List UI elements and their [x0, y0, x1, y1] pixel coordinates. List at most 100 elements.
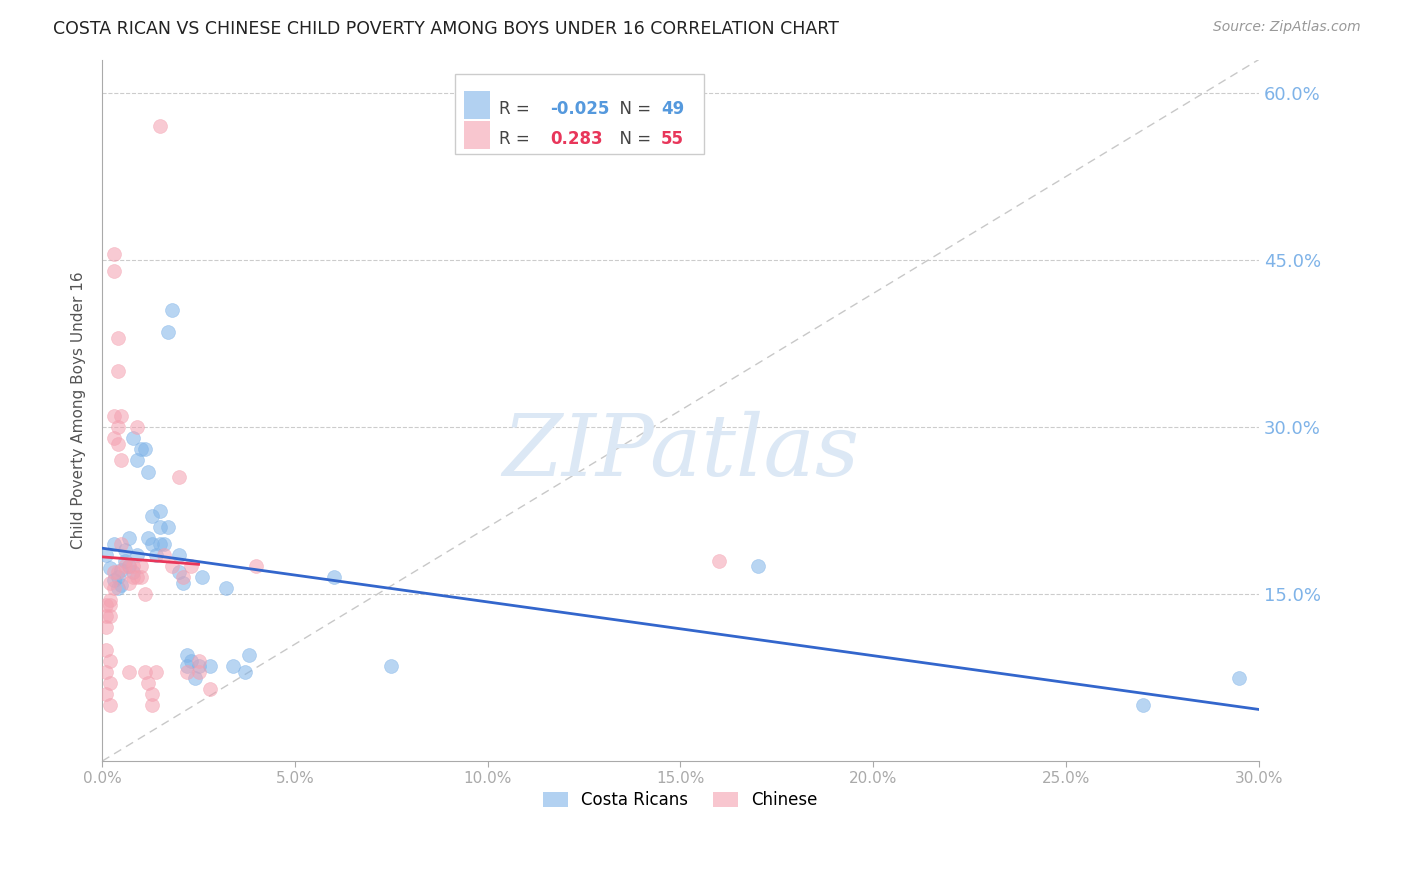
Point — [125, 548, 148, 562]
Point — [103, 247, 125, 261]
Point — [172, 576, 194, 591]
Point — [122, 565, 145, 579]
Point — [94, 620, 117, 634]
Point — [176, 665, 198, 679]
Point — [122, 570, 145, 584]
Bar — [464, 121, 489, 149]
Point — [118, 576, 141, 591]
Point — [103, 409, 125, 423]
Point — [149, 537, 172, 551]
Point — [134, 587, 156, 601]
Text: ZIPatlas: ZIPatlas — [502, 411, 859, 494]
Point — [103, 537, 125, 551]
Point — [172, 570, 194, 584]
Point — [233, 665, 256, 679]
Point — [125, 453, 148, 467]
Point — [180, 559, 202, 574]
Point — [103, 565, 125, 579]
Point — [141, 687, 163, 701]
Point — [149, 520, 172, 534]
Point — [187, 654, 209, 668]
Point — [187, 665, 209, 679]
Point — [141, 537, 163, 551]
Point — [103, 582, 125, 596]
Text: -0.025: -0.025 — [550, 100, 609, 118]
Point — [129, 559, 152, 574]
Point — [153, 537, 176, 551]
Bar — [464, 91, 489, 120]
Point — [107, 565, 129, 579]
Text: 49: 49 — [661, 100, 685, 118]
Point — [176, 659, 198, 673]
Point — [94, 642, 117, 657]
Point — [153, 548, 176, 562]
Point — [98, 598, 121, 612]
Point — [118, 559, 141, 574]
Point — [98, 576, 121, 591]
Point — [156, 520, 179, 534]
Point — [125, 420, 148, 434]
Point — [141, 698, 163, 713]
Point — [176, 648, 198, 663]
Point — [103, 264, 125, 278]
Point — [1132, 698, 1154, 713]
Text: Source: ZipAtlas.com: Source: ZipAtlas.com — [1213, 20, 1361, 34]
Point — [707, 554, 730, 568]
Point — [138, 676, 160, 690]
Point — [118, 532, 141, 546]
Point — [107, 570, 129, 584]
Point — [129, 442, 152, 457]
Point — [145, 548, 167, 562]
Text: N =: N = — [609, 100, 657, 118]
Point — [94, 598, 117, 612]
Text: N =: N = — [609, 130, 657, 148]
Point — [747, 559, 769, 574]
Point — [114, 554, 136, 568]
Point — [149, 120, 172, 134]
Point — [141, 509, 163, 524]
Point — [129, 570, 152, 584]
Point — [94, 609, 117, 624]
Point — [238, 648, 260, 663]
Text: R =: R = — [499, 130, 534, 148]
Point — [160, 303, 183, 318]
Point — [138, 465, 160, 479]
Point — [184, 671, 207, 685]
Point — [214, 582, 236, 596]
Point — [114, 559, 136, 574]
Point — [107, 331, 129, 345]
Point — [149, 503, 172, 517]
Text: 0.283: 0.283 — [550, 130, 602, 148]
Point — [138, 532, 160, 546]
Point — [107, 582, 129, 596]
Point — [98, 609, 121, 624]
Point — [187, 659, 209, 673]
Point — [380, 659, 402, 673]
Point — [145, 665, 167, 679]
Point — [98, 654, 121, 668]
Point — [160, 559, 183, 574]
Point — [114, 542, 136, 557]
Point — [1229, 671, 1251, 685]
Text: 55: 55 — [661, 130, 683, 148]
Point — [103, 431, 125, 445]
Legend: Costa Ricans, Chinese: Costa Ricans, Chinese — [536, 785, 825, 816]
Point — [169, 548, 191, 562]
Point — [110, 453, 132, 467]
Point — [222, 659, 245, 673]
Point — [110, 409, 132, 423]
Point — [118, 665, 141, 679]
FancyBboxPatch shape — [456, 74, 703, 154]
Point — [198, 659, 221, 673]
Point — [169, 470, 191, 484]
Text: COSTA RICAN VS CHINESE CHILD POVERTY AMONG BOYS UNDER 16 CORRELATION CHART: COSTA RICAN VS CHINESE CHILD POVERTY AMO… — [53, 20, 839, 37]
Point — [107, 420, 129, 434]
Point — [169, 565, 191, 579]
Point — [98, 698, 121, 713]
Point — [110, 578, 132, 592]
Point — [322, 570, 344, 584]
Point — [134, 665, 156, 679]
Text: R =: R = — [499, 100, 534, 118]
Point — [134, 442, 156, 457]
Point — [191, 570, 214, 584]
